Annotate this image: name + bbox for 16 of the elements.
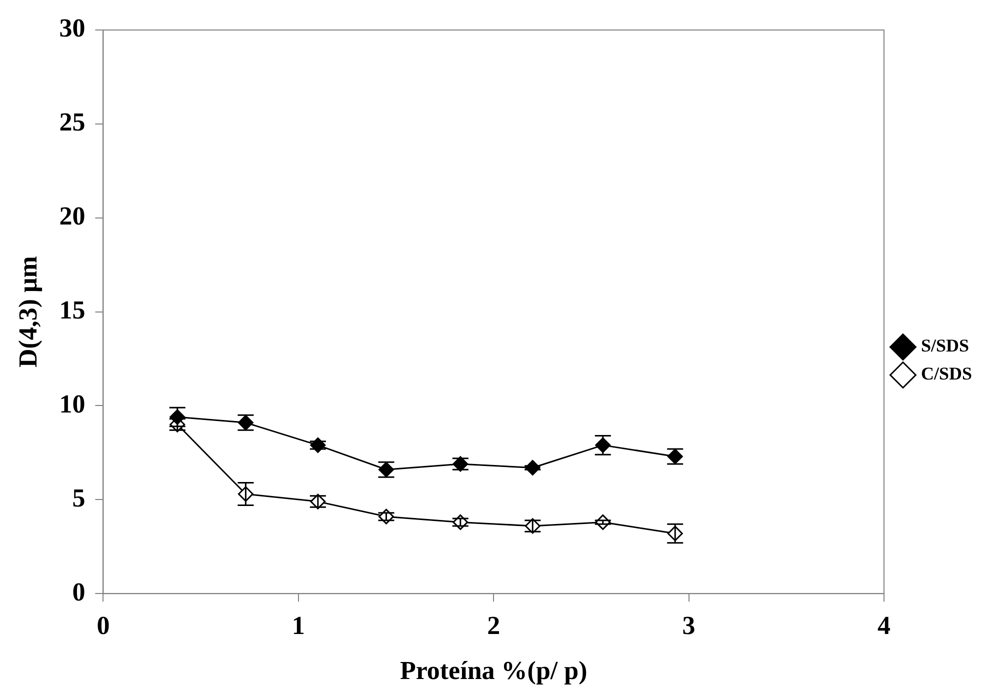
y-tick-label: 30	[59, 14, 86, 43]
x-tick-label: 3	[682, 610, 696, 640]
x-tick-label: 2	[487, 610, 500, 640]
y-tick-label: 0	[72, 577, 86, 606]
legend-label: C/SDS	[920, 364, 972, 384]
legend-label: S/SDS	[920, 336, 970, 356]
y-tick-label: 5	[72, 483, 86, 512]
x-tick-label: 1	[292, 610, 305, 640]
y-tick-label: 10	[59, 389, 86, 418]
x-tick-label: 4	[877, 610, 890, 640]
x-axis-title: Proteína %(p/ p)	[400, 656, 588, 686]
y-tick-label: 25	[59, 108, 86, 137]
y-tick-label: 20	[59, 202, 86, 231]
x-tick-label: 0	[96, 610, 110, 640]
y-tick-label: 15	[59, 296, 86, 325]
y-axis-title: D(4,3) μm	[13, 256, 42, 368]
